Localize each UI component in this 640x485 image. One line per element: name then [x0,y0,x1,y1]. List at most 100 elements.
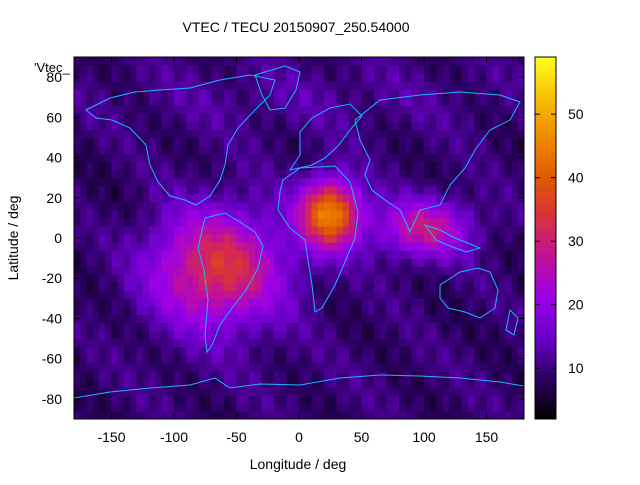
heatmap-cell [317,201,325,211]
heatmap-cell [136,362,144,372]
heatmap-cell [299,402,306,412]
heatmap-cell [92,314,100,324]
heatmap-cell [267,242,275,251]
heatmap-cell [111,97,119,106]
heatmap-cell [417,306,425,316]
heatmap-cell [224,298,231,307]
heatmap-cell [155,113,163,122]
heatmap-cell [336,298,344,307]
heatmap-cell [449,314,456,324]
heatmap-cell [511,89,519,98]
heatmap-cell [417,193,425,203]
heatmap-cell [286,410,294,419]
heatmap-cell [299,378,306,388]
heatmap-cell [192,330,200,340]
heatmap-cell [280,266,288,275]
heatmap-cell [386,209,394,219]
heatmap-cell [436,105,444,114]
heatmap-cell [311,258,319,267]
heatmap-cell [111,330,119,340]
heatmap-cell [155,306,163,316]
heatmap-cell [205,410,213,419]
x-tick-label: 0 [295,429,303,445]
heatmap-cell [255,298,263,307]
heatmap-cell [336,73,344,82]
heatmap-cell [511,57,519,66]
heatmap-cell [280,145,288,155]
heatmap-cell [417,258,425,267]
heatmap-cell [349,394,356,404]
heatmap-cell [255,338,263,348]
heatmap-cell [186,370,194,380]
heatmap-cell [442,201,450,211]
heatmap-cell [386,290,394,299]
heatmap-cell [486,338,494,348]
heatmap-cell [417,217,425,227]
heatmap-cell [274,57,281,66]
heatmap-cell [305,105,313,114]
heatmap-cell [405,145,413,155]
heatmap-cell [99,201,106,211]
heatmap-cell [317,250,325,259]
heatmap-cell [449,225,456,235]
heatmap-cell [149,338,156,348]
heatmap-cell [499,57,506,66]
heatmap-cell [255,217,263,227]
heatmap-cell [411,394,419,404]
heatmap-cell [317,242,325,251]
heatmap-cell [286,137,294,147]
heatmap-cell [280,258,288,267]
heatmap-cell [492,330,500,340]
heatmap-cell [492,89,500,98]
heatmap-cell [517,89,524,98]
heatmap-cell [242,258,250,267]
heatmap-cell [117,145,125,155]
heatmap-cell [286,97,294,106]
heatmap-cell [267,250,275,259]
heatmap-cell [111,145,119,155]
heatmap-cell [417,105,425,114]
heatmap-cell [224,394,231,404]
heatmap-cell [230,113,238,122]
heatmap-cell [517,386,524,396]
heatmap-cell [436,233,444,243]
heatmap-cell [299,57,306,66]
heatmap-cell [236,209,244,219]
heatmap-cell [224,386,231,396]
heatmap-cell [417,282,425,291]
heatmap-cell [505,113,513,122]
heatmap-cell [336,105,344,114]
heatmap-cell [411,81,419,90]
heatmap-cell [136,89,144,98]
heatmap-cell [142,225,150,235]
heatmap-cell [74,338,81,348]
heatmap-cell [367,314,375,324]
heatmap-cell [499,258,506,267]
heatmap-cell [411,386,419,396]
heatmap-cell [417,209,425,219]
heatmap-cell [349,386,356,396]
heatmap-cell [361,258,369,267]
heatmap-cell [324,185,331,195]
heatmap-cell [392,274,400,283]
heatmap-cell [374,121,381,130]
heatmap-cell [442,145,450,155]
heatmap-cell [424,282,431,291]
heatmap-cell [361,201,369,211]
heatmap-cell [430,217,438,227]
heatmap-cell [286,242,294,251]
heatmap-cell [86,185,94,195]
heatmap-cell [142,250,150,259]
heatmap-cell [317,394,325,404]
heatmap-cell [130,185,138,195]
heatmap-cell [136,193,144,203]
heatmap-cell [267,402,275,412]
heatmap-cell [317,266,325,275]
heatmap-cell [411,73,419,82]
heatmap-cell [405,386,413,396]
heatmap-cell [92,386,100,396]
heatmap-cell [374,145,381,155]
heatmap-cell [161,290,169,299]
heatmap-cell [411,105,419,114]
heatmap-cell [461,330,469,340]
